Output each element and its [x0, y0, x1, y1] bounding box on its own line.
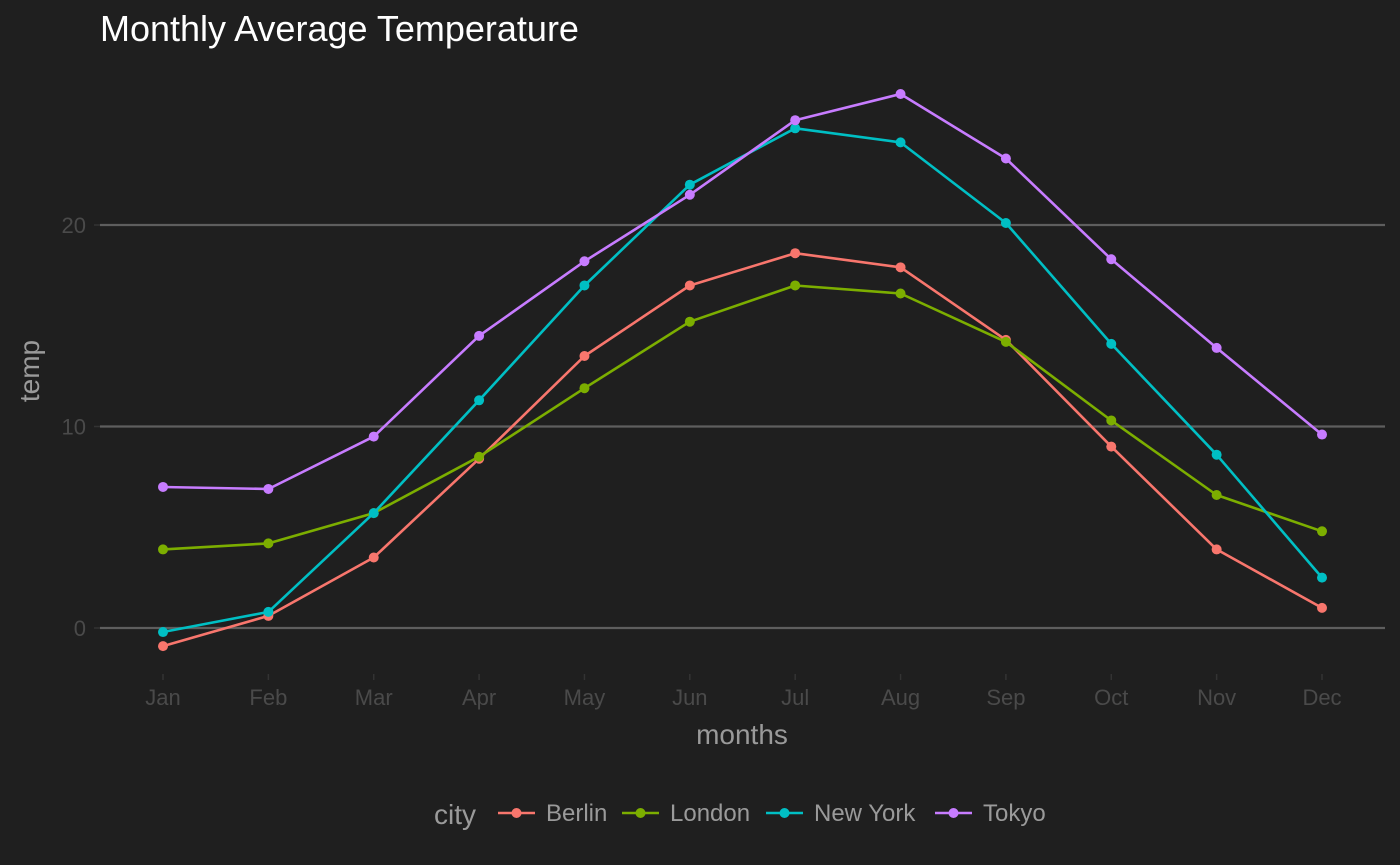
legend-label: London [670, 800, 750, 827]
data-point-london [790, 280, 801, 291]
series-line-berlin [162, 251, 1323, 648]
data-point-new-york [1211, 449, 1222, 460]
x-tick-label: Jan [145, 685, 180, 710]
legend-item-new-york: New York [766, 800, 916, 827]
data-point-new-york [158, 627, 168, 638]
legend-label: New York [814, 800, 916, 827]
x-tick-label: Jun [672, 685, 707, 710]
series-line-london [162, 284, 1323, 551]
data-point-new-york [474, 395, 485, 406]
data-point-tokyo [1211, 342, 1222, 353]
legend-key-point [635, 808, 646, 818]
x-axis-ticks: Jan Feb Mar Apr May Jun Jul Aug Sep Oct Nov Dec [145, 674, 1342, 710]
data-point-tokyo [579, 256, 590, 267]
series-tokyo [158, 89, 1327, 494]
x-axis-title: months [696, 719, 788, 750]
data-point-berlin [684, 280, 695, 291]
data-point-tokyo [474, 330, 485, 341]
series-lines [158, 89, 1327, 652]
data-point-london [1317, 526, 1327, 537]
y-axis-title: temp [14, 340, 45, 402]
data-point-berlin [1211, 544, 1222, 555]
legend-label: Berlin [546, 800, 607, 827]
data-point-tokyo [1000, 153, 1011, 164]
x-tick-label: Apr [462, 685, 496, 710]
data-point-tokyo [263, 483, 274, 494]
data-point-berlin [790, 248, 801, 259]
data-point-berlin [1106, 441, 1117, 452]
data-point-new-york [790, 123, 801, 134]
data-point-new-york [579, 280, 590, 291]
legend-key-point [511, 808, 522, 818]
data-point-tokyo [368, 431, 379, 442]
x-tick-label: Sep [986, 685, 1025, 710]
legend-items: Berlin London New York Tokyo [498, 800, 1046, 827]
data-point-london [263, 538, 274, 549]
x-tick-label: Mar [355, 685, 393, 710]
data-point-london [474, 451, 485, 462]
legend-label: Tokyo [983, 800, 1046, 827]
data-point-berlin [895, 262, 906, 273]
x-tick-label: Dec [1302, 685, 1341, 710]
legend-item-tokyo: Tokyo [935, 800, 1046, 827]
legend: city Berlin London New York Tokyo [434, 799, 1046, 830]
data-point-new-york [1317, 572, 1327, 583]
y-tick-label: 20 [62, 213, 86, 238]
data-point-london [1106, 415, 1117, 426]
data-point-berlin [579, 350, 590, 361]
data-point-new-york [684, 179, 695, 190]
data-point-tokyo [684, 189, 695, 200]
series-london [158, 280, 1327, 555]
y-axis-ticks: 0 10 20 [62, 213, 100, 641]
legend-item-london: London [622, 800, 750, 827]
data-point-new-york [895, 137, 906, 148]
legend-key-point [779, 808, 790, 818]
data-point-berlin [1317, 602, 1327, 613]
data-point-tokyo [895, 89, 906, 100]
data-point-tokyo [158, 481, 168, 492]
x-tick-label: May [564, 685, 606, 710]
x-tick-label: Oct [1094, 685, 1128, 710]
data-point-new-york [1000, 217, 1011, 228]
chart-title: Monthly Average Temperature [100, 8, 579, 49]
legend-item-berlin: Berlin [498, 800, 607, 827]
data-point-london [579, 383, 590, 394]
gridlines [100, 223, 1385, 630]
data-point-london [1211, 490, 1222, 501]
series-line-tokyo [162, 92, 1323, 491]
data-point-berlin [158, 641, 168, 652]
data-point-london [895, 288, 906, 299]
x-tick-label: Aug [881, 685, 920, 710]
data-point-berlin [368, 552, 379, 563]
y-tick-label: 0 [74, 616, 86, 641]
data-point-london [684, 316, 695, 327]
y-tick-label: 10 [62, 415, 86, 440]
data-point-new-york [263, 606, 274, 617]
data-point-tokyo [790, 115, 801, 126]
legend-key-point [948, 808, 959, 818]
data-point-new-york [368, 508, 379, 519]
data-point-new-york [1106, 338, 1117, 349]
x-tick-label: Jul [781, 685, 809, 710]
data-point-tokyo [1106, 254, 1117, 265]
data-point-tokyo [1317, 429, 1327, 440]
x-tick-label: Nov [1197, 685, 1236, 710]
data-point-london [1000, 336, 1011, 347]
legend-title: city [434, 799, 476, 830]
x-tick-label: Feb [249, 685, 287, 710]
data-point-london [158, 544, 168, 555]
